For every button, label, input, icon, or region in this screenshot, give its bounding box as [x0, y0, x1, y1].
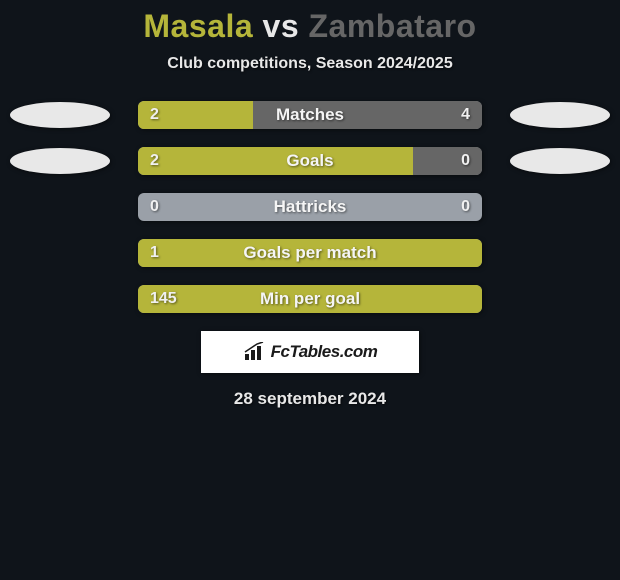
stat-row: 24Matches — [0, 101, 620, 131]
stat-label: Min per goal — [138, 285, 482, 313]
stat-bar: 00Hattricks — [138, 193, 482, 221]
page-title: Masala vs Zambataro — [0, 8, 620, 45]
stat-bar: 24Matches — [138, 101, 482, 129]
stat-bar: 145Min per goal — [138, 285, 482, 313]
player2-oval — [510, 148, 610, 174]
player1-oval — [10, 102, 110, 128]
stat-label: Goals per match — [138, 239, 482, 267]
stat-bar: 1Goals per match — [138, 239, 482, 267]
brand-icon — [243, 342, 267, 362]
player2-oval — [510, 102, 610, 128]
player1-name: Masala — [143, 8, 253, 44]
stat-label: Goals — [138, 147, 482, 175]
brand-box[interactable]: FcTables.com — [201, 331, 419, 373]
main-container: Masala vs Zambataro Club competitions, S… — [0, 0, 620, 409]
stat-row: 20Goals — [0, 147, 620, 177]
brand-text: FcTables.com — [271, 342, 378, 362]
stat-row: 145Min per goal — [0, 285, 620, 315]
subtitle: Club competitions, Season 2024/2025 — [0, 55, 620, 73]
stat-label: Hattricks — [138, 193, 482, 221]
stats-area: 24Matches 20Goals 00Hattricks 1Goals per ma… — [0, 101, 620, 315]
stat-bar: 20Goals — [138, 147, 482, 175]
player2-name: Zambataro — [309, 8, 477, 44]
footer-date: 28 september 2024 — [0, 389, 620, 409]
player1-oval — [10, 148, 110, 174]
stat-row: 1Goals per match — [0, 239, 620, 269]
stat-label: Matches — [138, 101, 482, 129]
vs-text: vs — [263, 8, 300, 44]
stat-row: 00Hattricks — [0, 193, 620, 223]
